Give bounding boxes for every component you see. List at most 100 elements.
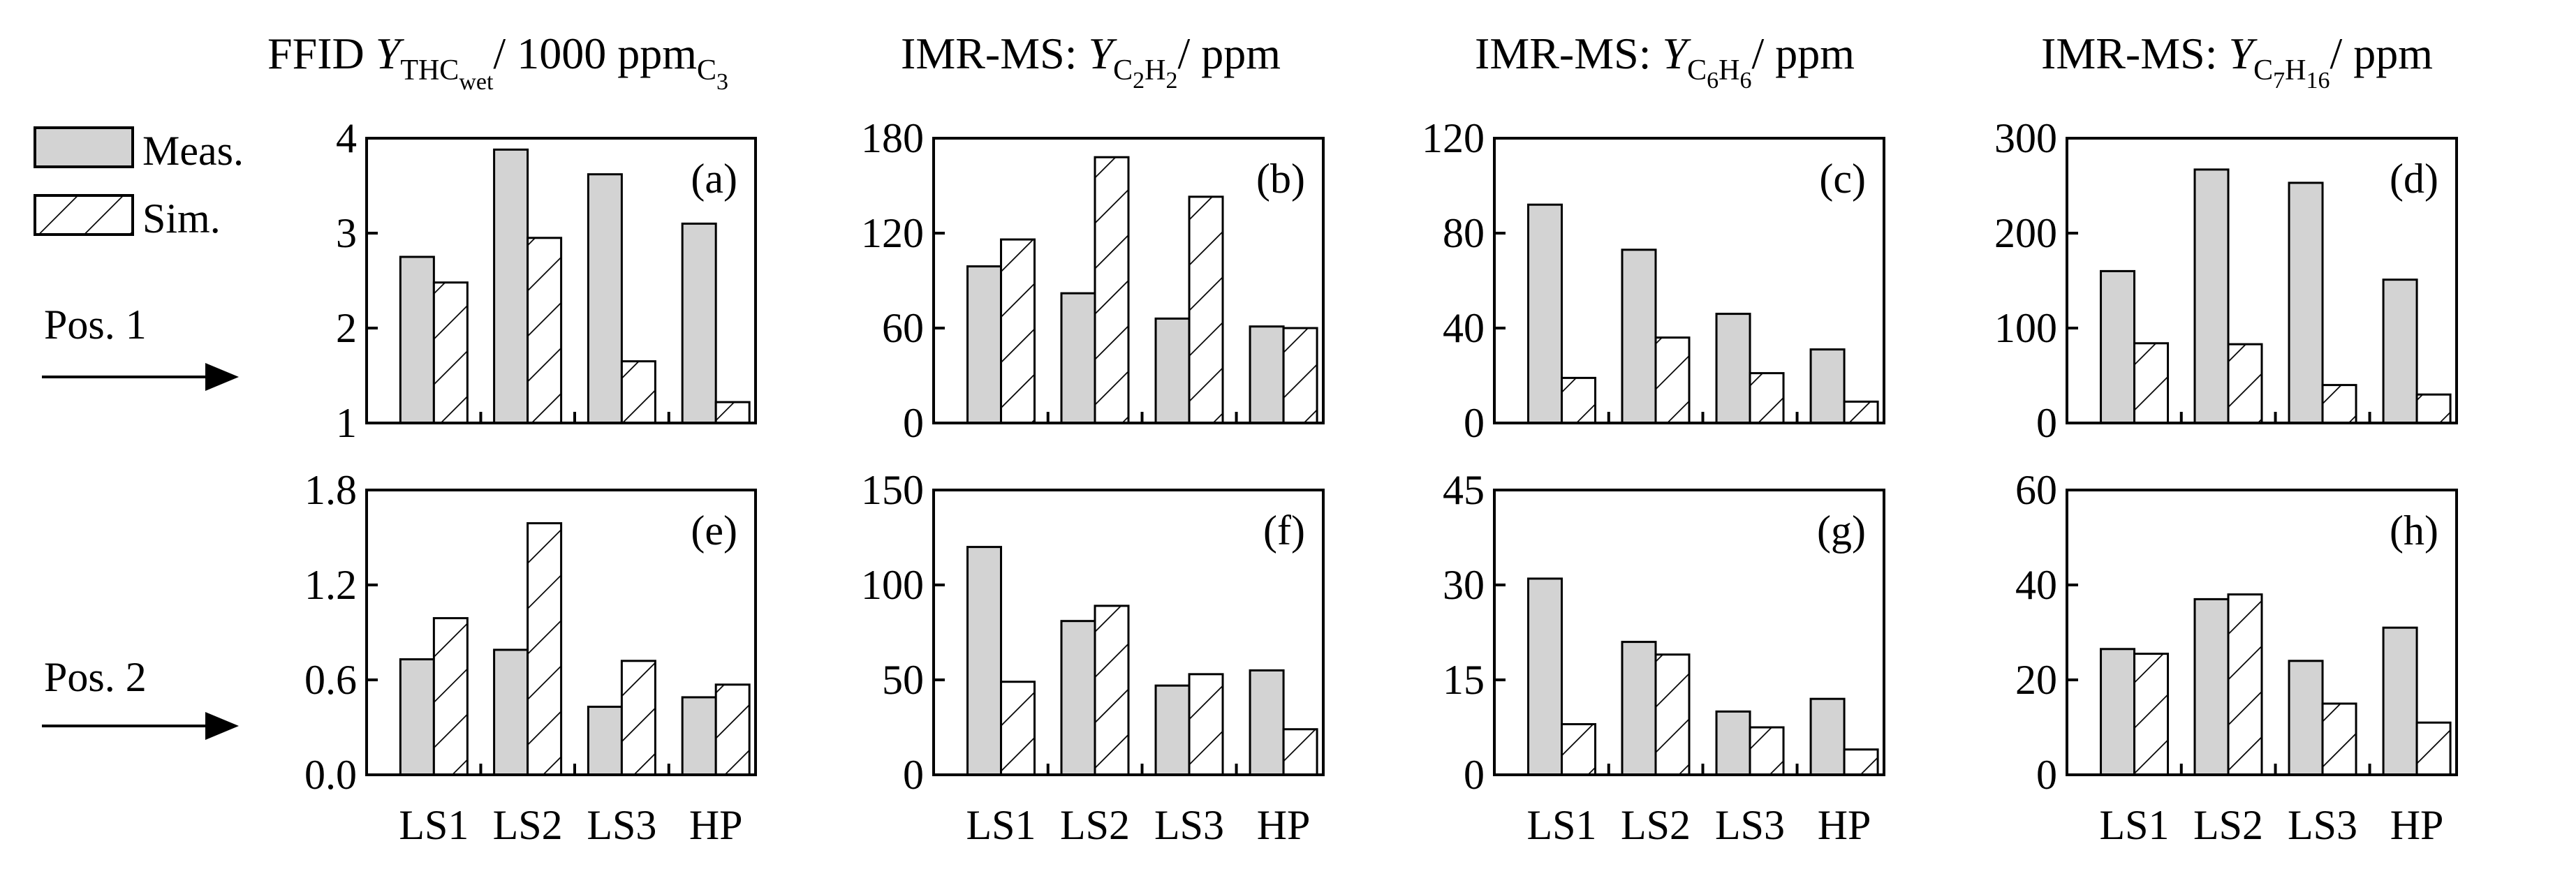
panel-b-ytick-label: 180 <box>861 115 924 161</box>
panel-h-category-label-ls1: LS1 <box>2100 802 2170 848</box>
panel-e-ytick-label: 0.6 <box>304 657 357 703</box>
panel-g-bar-sim-hp <box>1843 748 1879 776</box>
panel-a-ytick-label: 2 <box>336 305 357 351</box>
column-title-3: IMR-MS: YC6H6/ ppm <box>1475 29 1855 94</box>
panel-a-ytick-label: 1 <box>336 400 357 446</box>
panel-f-category-label-ls3: LS3 <box>1154 802 1224 848</box>
panel-f-bar-sim-hp <box>1282 728 1318 776</box>
panel-a-bar-meas-ls1 <box>399 255 435 424</box>
panel-c-frame <box>1493 137 1885 424</box>
panel-d-bar-sim-ls2 <box>2227 343 2263 424</box>
panel-e-ytick-label: 0.0 <box>304 752 357 798</box>
panel-c-bar-sim-ls2 <box>1654 336 1691 424</box>
panel-g-category-label-ls3: LS3 <box>1715 802 1785 848</box>
panel-f-bar-sim-ls1 <box>1000 681 1036 776</box>
panel-g-bar-sim-ls3 <box>1749 726 1785 776</box>
panel-g-bar-meas-ls2 <box>1621 641 1657 776</box>
panel-e-ytick-label: 1.8 <box>304 467 357 513</box>
panel-h-ytick-label: 60 <box>2015 467 2057 513</box>
panel-h-category-label-ls2: LS2 <box>2193 802 2263 848</box>
panel-f-bar-sim-ls2 <box>1094 604 1130 776</box>
panel-b-bar-sim-hp <box>1282 327 1318 424</box>
panel-b-frame <box>932 137 1325 424</box>
panel-b-ytick-label: 0 <box>903 400 924 446</box>
panel-f-ytick-label: 150 <box>861 467 924 513</box>
panel-f-label: (f) <box>1263 507 1305 554</box>
panel-h-label: (h) <box>2390 507 2438 554</box>
position-2-arrow-head <box>205 712 239 740</box>
panel-g-frame <box>1493 489 1885 776</box>
panel-f: 0 50 100 150 (f) LS1 LS2 LS3 HP <box>861 467 1325 848</box>
panel-a-bar-sim-ls1 <box>432 281 469 424</box>
legend-sim-label: Sim. <box>142 195 221 242</box>
panel-e-ytick-label: 1.2 <box>304 562 357 608</box>
panel-c-bar-sim-hp <box>1843 400 1879 424</box>
panel-c-bar-meas-ls2 <box>1621 248 1657 424</box>
panel-f-bar-meas-hp <box>1249 669 1285 776</box>
panel-g-ytick-label: 0 <box>1464 752 1485 798</box>
panel-d-frame <box>2066 137 2458 424</box>
panel-g-ytick-label: 30 <box>1443 562 1485 608</box>
panel-h-bar-sim-ls1 <box>2133 653 2170 776</box>
panel-e: 0.0 0.6 1.2 1.8 (e) LS1 LS2 LS3 HP <box>304 467 757 848</box>
panel-d-bar-sim-ls1 <box>2133 342 2170 424</box>
panel-e-category-label-hp: HP <box>689 802 743 848</box>
panel-c-bar-meas-hp <box>1809 348 1846 424</box>
column-titles: FFID YTHCwet/ 1000 ppmC3 IMR-MS: YC2H2/ p… <box>267 29 2433 95</box>
panel-g-category-label-hp: HP <box>1818 802 1871 848</box>
panel-g-ytick-label: 45 <box>1443 467 1485 513</box>
legend-sim-swatch <box>34 194 134 236</box>
column-title-1: FFID YTHCwet/ 1000 ppmC3 <box>267 29 728 95</box>
legend-meas-swatch <box>34 126 134 168</box>
panel-a-bar-meas-hp <box>681 222 717 424</box>
panel-a-bar-meas-ls3 <box>587 173 623 424</box>
panel-f-category-label-hp: HP <box>1257 802 1311 848</box>
panel-d: 0 100 200 300 (d) <box>1994 115 2458 446</box>
panel-f-bar-sim-ls3 <box>1188 673 1224 776</box>
panel-f-frame <box>932 489 1325 776</box>
panel-h-ytick-label: 20 <box>2015 657 2057 703</box>
panel-a-ytick-label: 3 <box>336 210 357 256</box>
legend-meas-label: Meas. <box>142 128 244 174</box>
panel-g-ytick-label: 15 <box>1443 657 1485 703</box>
panel-c-bar-sim-ls3 <box>1749 372 1785 424</box>
panel-e-bar-meas-hp <box>681 696 717 776</box>
panel-a-bar-sim-ls2 <box>527 237 563 424</box>
panel-e-bar-sim-ls1 <box>432 617 469 776</box>
column-title-2: IMR-MS: YC2H2/ ppm <box>901 29 1281 94</box>
panel-h-bar-meas-ls2 <box>2193 598 2230 776</box>
panel-b-bar-meas-ls1 <box>966 265 1003 424</box>
panel-e-frame <box>365 489 757 776</box>
panel-b-bar-sim-ls2 <box>1094 156 1130 424</box>
panel-c-ytick-label: 80 <box>1443 210 1485 256</box>
panel-d-bar-meas-hp <box>2382 279 2418 424</box>
panel-h-category-label-hp: HP <box>2390 802 2444 848</box>
panel-e-category-label-ls3: LS3 <box>587 802 656 848</box>
panel-h: 0 20 40 60 (h) LS1 LS2 LS3 HP <box>2015 467 2458 848</box>
panel-f-ytick-label: 50 <box>882 657 924 703</box>
panel-b-bar-sim-ls3 <box>1188 195 1224 424</box>
panel-f-category-label-ls1: LS1 <box>966 802 1036 848</box>
panel-f-ytick-label: 100 <box>861 562 924 608</box>
panel-h-bar-sim-ls2 <box>2227 593 2263 776</box>
panel-h-bar-meas-hp <box>2382 626 2418 776</box>
panel-b-bar-meas-ls2 <box>1060 292 1096 424</box>
panel-b: 0 60 120 180 (b) <box>861 115 1325 446</box>
panel-a-frame <box>365 137 757 424</box>
panel-h-frame <box>2066 489 2458 776</box>
panel-a-bar-meas-ls2 <box>493 148 529 424</box>
panel-c-label: (c) <box>1819 156 1866 202</box>
panel-g-bar-sim-ls2 <box>1654 653 1691 776</box>
panel-h-ytick-label: 0 <box>2036 752 2057 798</box>
panel-e-bar-sim-ls2 <box>527 522 563 776</box>
panel-c: 0 40 80 120 (c) <box>1422 115 1885 446</box>
panel-d-bar-meas-ls2 <box>2193 168 2230 424</box>
panel-d-ytick-label: 100 <box>1994 305 2057 351</box>
column-title-4: IMR-MS: YC7H16/ ppm <box>2041 29 2433 94</box>
panel-c-bar-meas-ls1 <box>1527 203 1563 424</box>
panel-d-label: (d) <box>2390 156 2438 202</box>
panel-h-bar-meas-ls1 <box>2100 648 2136 776</box>
panel-d-ytick-label: 0 <box>2036 400 2057 446</box>
panel-b-label: (b) <box>1256 156 1305 202</box>
